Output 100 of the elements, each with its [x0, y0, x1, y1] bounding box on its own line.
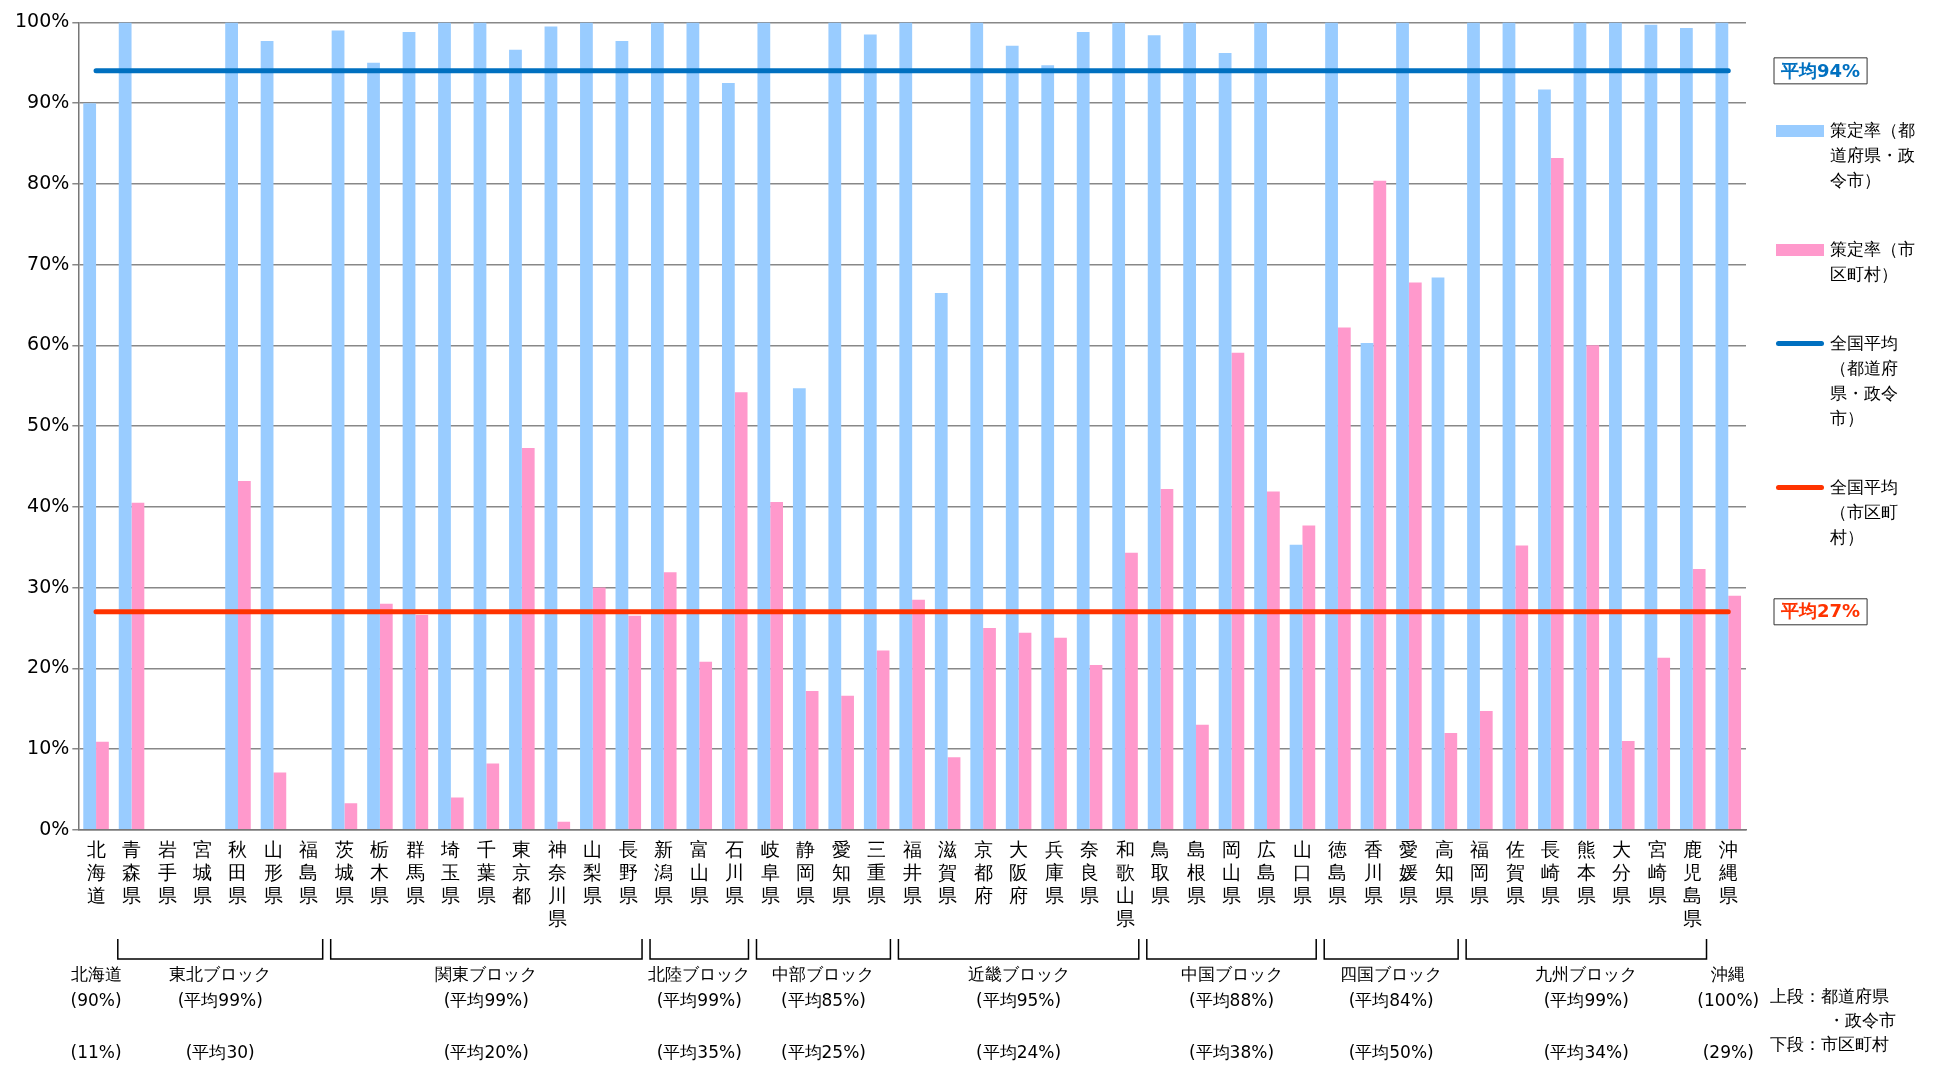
x-tick-label: 京都府 — [973, 838, 993, 906]
text: 平均94% — [1780, 59, 1861, 81]
text: 関東ブロック (平均99%) (平均20%) — [435, 963, 538, 1062]
x-tick-label: 福島県 — [299, 838, 319, 906]
x-tick-label: 広島県 — [1257, 838, 1277, 906]
x-tick-label: 千葉県 — [476, 838, 496, 906]
x-tick-label: 埼玉県 — [440, 838, 461, 906]
bar — [331, 30, 345, 830]
bar — [1337, 327, 1351, 830]
y-tick-label: 70% — [27, 251, 70, 274]
x-tick-label: 神奈川県 — [547, 838, 567, 929]
bar — [1231, 352, 1245, 830]
bar — [1479, 711, 1493, 830]
bar — [686, 22, 700, 830]
text: 下段：市区町村 — [1770, 1033, 1889, 1054]
bar — [557, 821, 571, 830]
x-tick-label: 愛知県 — [831, 838, 851, 906]
y-tick-label: 40% — [27, 493, 70, 516]
y-tick-label: 60% — [27, 332, 70, 355]
bar — [1112, 22, 1126, 830]
bar — [721, 82, 735, 830]
text: 中部ブロック (平均85%) (平均25%) — [772, 963, 875, 1062]
bar — [615, 40, 629, 830]
bar — [1609, 22, 1622, 830]
bar — [1196, 724, 1209, 830]
x-tick-label: 鳥取県 — [1150, 838, 1171, 906]
bar — [1728, 595, 1742, 830]
bar — [1550, 158, 1564, 830]
bar — [1715, 22, 1729, 830]
x-tick-label: 滋賀県 — [938, 838, 958, 906]
bar — [912, 599, 925, 830]
bar — [592, 587, 606, 830]
bar — [473, 22, 487, 830]
y-tick-label: 80% — [27, 170, 70, 193]
x-tick-label: 北海道 — [86, 838, 106, 906]
bar — [1644, 24, 1658, 830]
x-tick-label: 石川県 — [725, 838, 745, 906]
bar — [1680, 28, 1693, 830]
bar — [1289, 544, 1303, 830]
x-tick-label: 山口県 — [1292, 838, 1312, 906]
x-tick-label: 秋田県 — [228, 838, 248, 906]
bar — [1089, 665, 1103, 830]
x-tick-label: 富山県 — [689, 838, 709, 906]
bar — [1573, 22, 1587, 830]
bar — [237, 481, 251, 830]
text: 沖縄 (100%) (29%) — [1697, 963, 1760, 1062]
bar — [734, 392, 748, 830]
x-tick-label: 栃木県 — [370, 838, 390, 906]
x-tick-label: 群馬県 — [404, 838, 425, 906]
text: 九州ブロック (平均99%) (平均34%) — [1535, 963, 1638, 1062]
bar — [899, 22, 913, 830]
bar — [521, 447, 535, 830]
x-tick-label: 岩手県 — [157, 838, 177, 906]
x-tick-label: 愛媛県 — [1399, 838, 1419, 906]
text: 北陸ブロック (平均99%) (平均35%) — [648, 963, 751, 1062]
x-tick-label: 長崎県 — [1541, 838, 1561, 906]
bar — [131, 502, 145, 830]
x-tick-label: 静岡県 — [796, 838, 816, 906]
bar — [1160, 489, 1174, 830]
x-tick-label: 大阪府 — [1009, 838, 1029, 906]
bar — [663, 572, 677, 830]
text: 平均27% — [1780, 600, 1861, 622]
legend-label: 策定率（市区町村） — [1830, 238, 1916, 286]
text: 上段：都道府県・政令市 — [1770, 985, 1896, 1030]
bar — [770, 502, 783, 830]
bar — [225, 22, 238, 830]
bar — [1538, 89, 1551, 830]
x-tick-label: 山形県 — [263, 838, 283, 906]
bar — [450, 797, 464, 830]
bar — [1692, 569, 1706, 830]
x-tick-label: 東京都 — [512, 838, 532, 906]
bar — [367, 62, 380, 830]
bar — [1076, 32, 1090, 830]
bar — [628, 615, 642, 830]
x-tick-label: 宮崎県 — [1647, 838, 1667, 906]
bar — [1360, 342, 1374, 830]
bar — [1621, 740, 1635, 830]
bar — [828, 22, 842, 830]
bar — [273, 772, 287, 830]
bar — [486, 763, 500, 830]
bar — [118, 22, 132, 830]
x-tick-label: 兵庫県 — [1044, 838, 1064, 906]
bar — [1586, 345, 1600, 830]
bar — [970, 22, 984, 830]
x-tick-label: 福井県 — [902, 838, 922, 906]
bar — [1005, 45, 1019, 830]
bar — [792, 388, 806, 830]
x-tick-label: 大分県 — [1612, 838, 1632, 906]
bar — [841, 695, 854, 830]
bar — [438, 22, 451, 830]
text: 中国ブロック (平均88%) (平均38%) — [1180, 963, 1283, 1062]
bar — [1125, 552, 1138, 830]
text: 東北ブロック (平均99%) (平均30) — [169, 963, 272, 1062]
bar — [96, 741, 109, 830]
bar — [344, 803, 358, 830]
bar — [509, 49, 522, 830]
x-tick-label: 岐阜県 — [760, 838, 780, 906]
bar — [1467, 22, 1480, 830]
bar — [415, 615, 429, 830]
bar — [1444, 732, 1458, 830]
